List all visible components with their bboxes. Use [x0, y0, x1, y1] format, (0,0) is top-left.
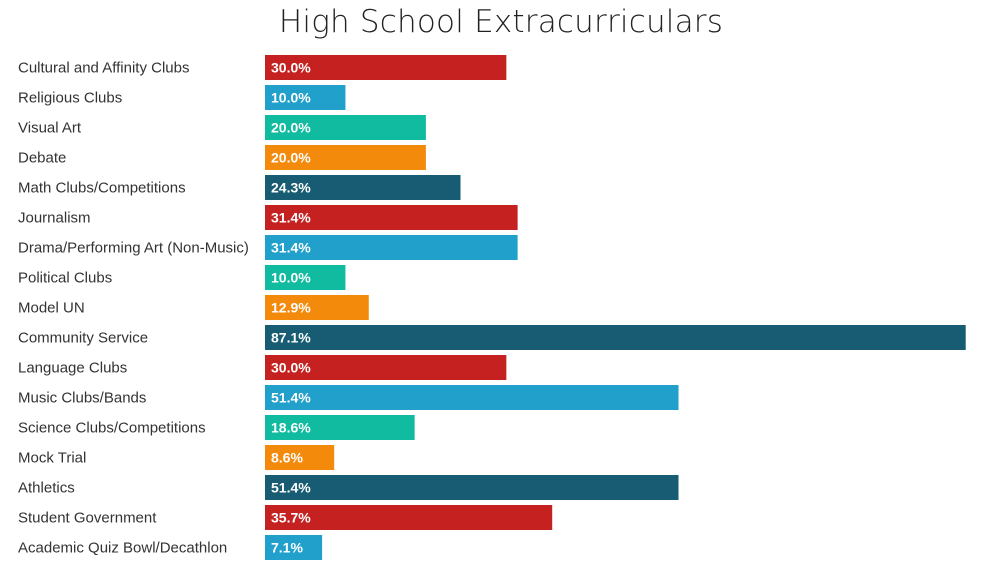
- bar: [265, 265, 346, 290]
- bar-row: Political Clubs 10.0%: [18, 265, 346, 290]
- value-label: 12.9%: [271, 300, 311, 316]
- value-label: 8.6%: [271, 450, 303, 466]
- bar-row: Academic Quiz Bowl/Decathlon 7.1%: [18, 535, 323, 560]
- bar-row: Visual Art 20.0%: [18, 115, 426, 140]
- value-label: 10.0%: [271, 270, 311, 286]
- bar-row: Religious Clubs 10.0%: [18, 85, 346, 110]
- value-label: 51.4%: [271, 480, 311, 496]
- value-label: 30.0%: [271, 360, 311, 376]
- bar-row: Mock Trial 8.6%: [18, 445, 335, 470]
- bar-row: Language Clubs 30.0%: [18, 355, 507, 380]
- category-label: Math Clubs/Competitions: [18, 180, 186, 197]
- category-label: Visual Art: [18, 120, 82, 137]
- bar-row: Community Service 87.1%: [18, 325, 966, 350]
- category-label: Academic Quiz Bowl/Decathlon: [18, 540, 227, 557]
- category-label: Community Service: [18, 330, 148, 347]
- bar-row: Debate 20.0%: [18, 145, 426, 170]
- bar: [265, 505, 553, 530]
- bar: [265, 115, 426, 140]
- bar: [265, 325, 966, 350]
- bar: [265, 385, 679, 410]
- bar: [265, 235, 518, 260]
- value-label: 10.0%: [271, 90, 311, 106]
- bars-layer: Cultural and Affinity Clubs 30.0% Religiou…: [18, 55, 966, 560]
- category-label: Music Clubs/Bands: [18, 390, 146, 407]
- value-label: 51.4%: [271, 390, 311, 406]
- category-label: Religious Clubs: [18, 90, 122, 107]
- bar: [265, 475, 679, 500]
- category-label: Mock Trial: [18, 450, 86, 467]
- value-label: 31.4%: [271, 210, 311, 226]
- bar: [265, 85, 346, 110]
- bar: [265, 535, 323, 560]
- bar-row: Science Clubs/Competitions 18.6%: [18, 415, 415, 440]
- category-label: Student Government: [18, 510, 157, 527]
- bar-row: Athletics 51.4%: [18, 475, 679, 500]
- bar-row: Music Clubs/Bands 51.4%: [18, 385, 679, 410]
- bar: [265, 205, 518, 230]
- bar: [265, 295, 369, 320]
- chart-title: High School Extracurriculars: [278, 4, 724, 40]
- value-label: 87.1%: [271, 330, 311, 346]
- bar: [265, 445, 335, 470]
- value-label: 24.3%: [271, 180, 311, 196]
- bar: [265, 355, 507, 380]
- category-label: Debate: [18, 150, 66, 167]
- value-label: 20.0%: [271, 120, 311, 136]
- bar: [265, 145, 426, 170]
- value-label: 7.1%: [271, 540, 303, 556]
- value-label: 35.7%: [271, 510, 311, 526]
- value-label: 30.0%: [271, 60, 311, 76]
- bar: [265, 55, 507, 80]
- bar-row: Math Clubs/Competitions 24.3%: [18, 175, 461, 200]
- category-label: Drama/Performing Art (Non-Music): [18, 240, 249, 257]
- category-label: Athletics: [18, 480, 75, 497]
- value-label: 20.0%: [271, 150, 311, 166]
- value-label: 31.4%: [271, 240, 311, 256]
- category-label: Language Clubs: [18, 360, 127, 377]
- category-label: Model UN: [18, 300, 85, 317]
- bar-row: Drama/Performing Art (Non-Music) 31.4%: [18, 235, 518, 260]
- bar: [265, 415, 415, 440]
- bar-row: Model UN 12.9%: [18, 295, 369, 320]
- category-label: Political Clubs: [18, 270, 112, 287]
- category-label: Cultural and Affinity Clubs: [18, 60, 189, 77]
- bar: [265, 175, 461, 200]
- value-label: 18.6%: [271, 420, 311, 436]
- bar-row: Journalism 31.4%: [18, 205, 518, 230]
- category-label: Science Clubs/Competitions: [18, 420, 206, 437]
- bar-row: Student Government 35.7%: [18, 505, 553, 530]
- bar-row: Cultural and Affinity Clubs 30.0%: [18, 55, 507, 80]
- category-label: Journalism: [18, 210, 91, 227]
